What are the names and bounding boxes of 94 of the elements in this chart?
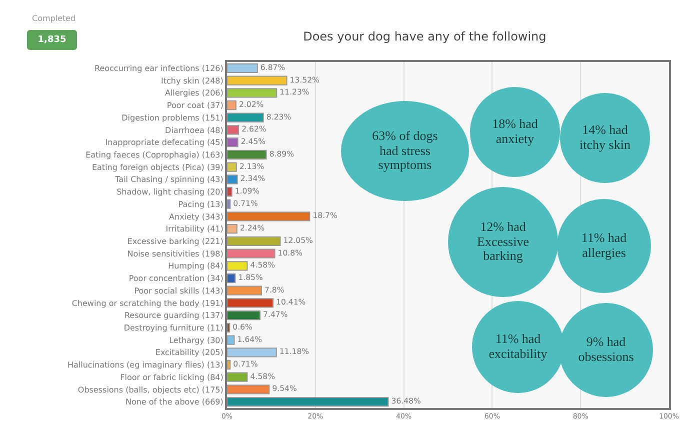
data-label: 36.48% <box>391 396 421 406</box>
y-tick-label: Poor social skills (143) <box>134 286 224 296</box>
y-tick-label: Hallucinations (eg imaginary flies) (13) <box>67 360 224 370</box>
annotation: 11% had allergies <box>580 229 628 262</box>
data-label: 2.24% <box>240 224 265 233</box>
bar <box>227 384 270 394</box>
y-tick-label: Eating faeces (Coprophagia) (163) <box>86 150 224 160</box>
bar <box>227 273 236 284</box>
y-tick-label: Noise sensitivities (198) <box>127 249 224 258</box>
y-tick-label: Itchy skin (248) <box>161 76 224 86</box>
y-tick-label: Diarrhoea (48) <box>165 126 224 135</box>
chart-title: Does your dog have any of the following <box>303 29 546 44</box>
y-tick-label: Digestion problems (151) <box>122 113 224 122</box>
bar <box>227 248 276 258</box>
y-tick-label: Floor or fabric licking (84) <box>120 372 224 382</box>
y-tick-label: Humping (84) <box>168 262 224 271</box>
bar <box>227 372 248 382</box>
y-tick-label: Poor concentration (34) <box>128 274 224 284</box>
data-label: 2.45% <box>240 137 266 146</box>
y-tick-label: Allergies (206) <box>164 88 224 98</box>
bar <box>227 261 248 271</box>
bar <box>227 310 261 320</box>
bar <box>227 397 389 407</box>
y-tick-label: Obsessions (balls, objects etc) (175) <box>78 385 224 394</box>
bar <box>227 186 232 197</box>
data-label: 11.18% <box>279 347 310 356</box>
annotation: 9% had obsessions <box>577 333 635 366</box>
data-label: 0.71% <box>233 359 258 368</box>
y-tick-label: Tail Chasing / spinning (43) <box>114 175 224 184</box>
bar <box>227 112 264 122</box>
bar <box>227 150 267 160</box>
data-label: 0.6% <box>232 322 252 332</box>
bar <box>227 348 277 358</box>
data-label: 1.64% <box>237 334 262 344</box>
text: 1,835 <box>27 30 77 50</box>
data-label: 11.23% <box>280 88 310 97</box>
data-label: 12.05% <box>283 236 313 245</box>
annotation: 63% of dogs had stress symptoms <box>371 126 439 174</box>
data-label: 9.54% <box>272 384 297 394</box>
bar <box>227 212 310 222</box>
y-tick-label: Poor coat (37) <box>166 101 224 110</box>
bar <box>227 63 258 73</box>
y-tick-label: Lethargy (30) <box>169 336 224 345</box>
data-label: 1.85% <box>238 272 263 282</box>
data-label: 4.58% <box>250 260 275 270</box>
y-tick-label: Anxiety (343) <box>169 212 224 222</box>
y-tick-label: Shadow, light chasing (20) <box>116 188 224 197</box>
data-label: 13.52% <box>290 75 320 84</box>
bar <box>227 162 237 172</box>
data-label: 7.8% <box>264 285 284 294</box>
data-label: 4.58% <box>250 372 275 381</box>
bar <box>227 360 231 370</box>
bar <box>227 125 240 135</box>
data-label: 10.8% <box>278 248 302 258</box>
y-tick-label: Destroying furniture (11) <box>124 323 224 332</box>
y-tick-label: Inappropriate defecating (45) <box>105 138 224 148</box>
y-tick-label: Reoccurring ear infections (126) <box>94 64 224 73</box>
data-label: 8.89% <box>269 149 294 158</box>
data-label: 0.71% <box>233 198 258 208</box>
data-label: 2.62% <box>242 124 266 134</box>
bar <box>227 224 238 234</box>
data-label: 2.34% <box>240 174 266 184</box>
data-label: 1.09% <box>234 186 260 196</box>
annotation: 11% had excitability <box>488 330 548 363</box>
bar <box>227 88 278 98</box>
bar <box>227 322 230 332</box>
bar <box>227 76 288 86</box>
y-tick-label: Pacing (13) <box>178 200 224 209</box>
bar <box>227 199 231 209</box>
data-label: 6.87% <box>260 62 286 72</box>
bar <box>227 138 238 148</box>
data-label: 7.47% <box>263 310 288 320</box>
y-tick-label: Chewing or scratching the body (191) <box>72 298 224 308</box>
data-label: 10.41% <box>276 298 306 307</box>
y-tick-label: Excessive barking (221) <box>127 236 224 246</box>
y-tick-label: Irritability (41) <box>166 224 224 234</box>
data-label: 2.02% <box>238 100 264 109</box>
bar <box>227 335 235 345</box>
annotation: 18% had anxiety <box>491 115 539 148</box>
bar <box>227 286 262 296</box>
annotation: 12% had Excessive barking <box>476 218 530 266</box>
y-tick-label: Eating foreign objects (Pica) (39) <box>92 162 224 172</box>
bar <box>227 298 274 308</box>
y-tick-label: Excitability (205) <box>155 348 224 358</box>
bar <box>227 236 281 246</box>
data-label: 18.7% <box>312 211 338 220</box>
text: Completed <box>32 14 76 23</box>
data-label: 8.23% <box>266 112 292 122</box>
y-tick-label: Resource guarding (137) <box>124 311 224 320</box>
data-label: 2.13% <box>239 162 264 171</box>
bar <box>227 100 236 110</box>
annotation: 14% had itchy skin <box>578 121 632 154</box>
y-tick-label: None of the above (669) <box>125 398 224 407</box>
bar <box>227 174 238 184</box>
